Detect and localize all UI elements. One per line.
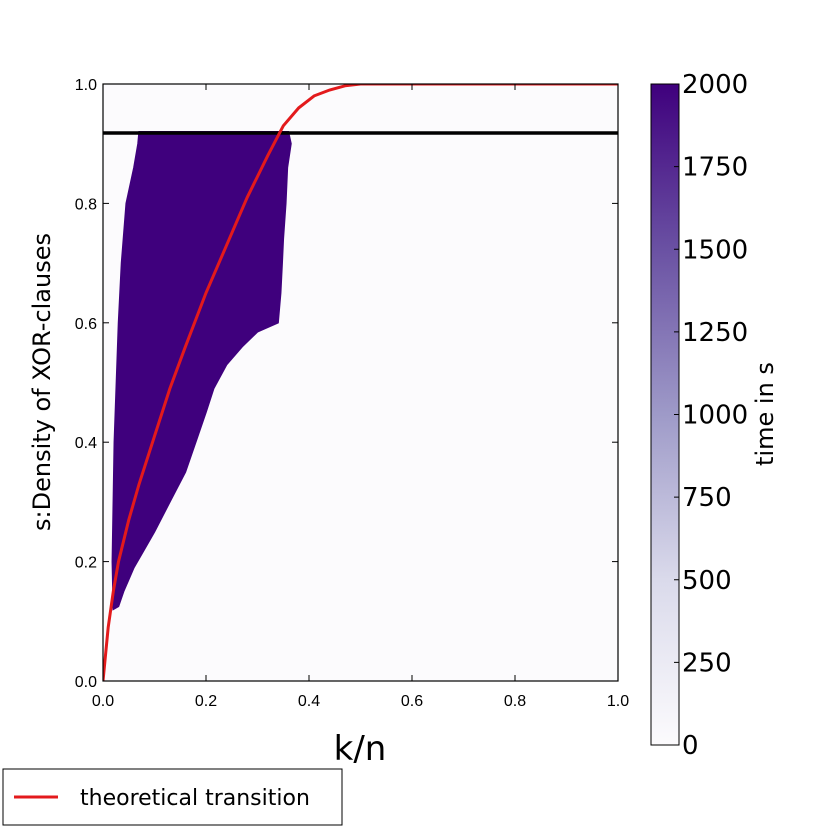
- colorbar-label: time in s: [751, 362, 779, 466]
- colorbar-tick-label: 250: [682, 648, 732, 678]
- legend-entry-theoretical-transition: theoretical transition: [80, 786, 310, 811]
- colorbar-tick-label: 1250: [682, 318, 748, 348]
- x-tick-label: 0.0: [92, 693, 114, 710]
- colorbar-tick-label: 1500: [682, 235, 748, 265]
- x-axis-ticks: 0.0 0.2 0.4 0.6 0.8 1.0: [92, 84, 629, 710]
- x-tick-label: 0.6: [401, 693, 423, 710]
- x-tick-label: 0.8: [504, 693, 526, 710]
- x-tick-label: 0.2: [195, 693, 217, 710]
- x-tick-label: 0.4: [298, 693, 320, 710]
- colorbar-tick-label: 1000: [682, 401, 748, 431]
- legend-box: [2, 768, 343, 826]
- y-tick-label: 0.8: [75, 196, 97, 213]
- x-tick-label: 1.0: [607, 693, 629, 710]
- plot-content: [103, 84, 618, 681]
- y-axis-label: s:Density of XOR-clauses: [28, 233, 56, 531]
- y-tick-label: 0.4: [75, 435, 97, 452]
- y-tick-label: 1.0: [75, 77, 97, 94]
- colorbar-tick-label: 2000: [682, 70, 748, 100]
- heatmap-region-high-time: [111, 131, 292, 611]
- y-tick-label: 0.0: [75, 674, 97, 691]
- y-tick-label: 0.6: [75, 316, 97, 333]
- y-tick-label: 0.2: [75, 555, 97, 572]
- series-line-theoretical-transition: [103, 84, 618, 681]
- colorbar-ticks: 0 250 500 750 1000 1250 1500 1750 2000: [674, 70, 748, 761]
- plot-frame: [102, 83, 619, 682]
- legend: theoretical transition: [2, 768, 343, 826]
- x-axis-label: k/n: [334, 729, 387, 769]
- colorbar-tick-label: 500: [682, 566, 732, 596]
- y-axis-ticks: 0.0 0.2 0.4 0.6 0.8 1.0: [75, 77, 618, 691]
- colorbar-tick-label: 750: [682, 483, 732, 513]
- colorbar-tick-label: 1750: [682, 153, 748, 183]
- colorbar-tick-label: 0: [682, 731, 699, 761]
